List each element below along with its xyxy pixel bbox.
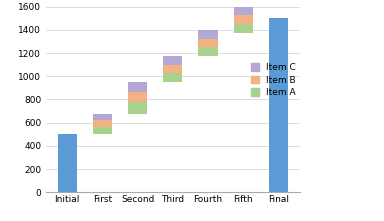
Bar — [198, 30, 218, 38]
Bar — [93, 127, 112, 134]
Legend: Item C, Item B, Item A: Item C, Item B, Item A — [251, 63, 296, 97]
Bar — [128, 92, 147, 102]
Bar — [233, 24, 253, 33]
Bar — [163, 73, 182, 82]
Bar — [128, 102, 147, 114]
Bar — [58, 134, 77, 192]
Bar — [163, 56, 182, 65]
Bar — [233, 7, 253, 15]
Bar — [269, 18, 288, 192]
Bar — [93, 114, 112, 120]
Bar — [233, 15, 253, 24]
Bar — [93, 120, 112, 127]
Bar — [163, 65, 182, 73]
Bar — [128, 82, 147, 92]
Bar — [198, 47, 218, 56]
Bar — [198, 38, 218, 47]
